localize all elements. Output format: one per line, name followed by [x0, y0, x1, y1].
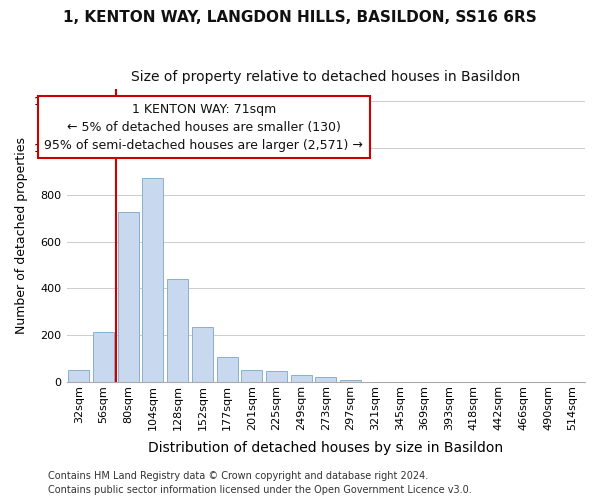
Title: Size of property relative to detached houses in Basildon: Size of property relative to detached ho… [131, 70, 520, 84]
Bar [167, 279, 188, 382]
Text: 1, KENTON WAY, LANGDON HILLS, BASILDON, SS16 6RS: 1, KENTON WAY, LANGDON HILLS, BASILDON, … [63, 10, 537, 25]
Bar [192, 327, 213, 382]
Bar [290, 375, 311, 382]
Bar [266, 372, 287, 382]
Y-axis label: Number of detached properties: Number of detached properties [15, 137, 28, 334]
X-axis label: Distribution of detached houses by size in Basildon: Distribution of detached houses by size … [148, 441, 503, 455]
Bar [68, 370, 89, 382]
Bar [118, 212, 139, 382]
Bar [340, 380, 361, 382]
Text: 1 KENTON WAY: 71sqm
← 5% of detached houses are smaller (130)
95% of semi-detach: 1 KENTON WAY: 71sqm ← 5% of detached hou… [44, 102, 364, 152]
Bar [142, 178, 163, 382]
Bar [217, 356, 238, 382]
Bar [241, 370, 262, 382]
Bar [315, 378, 336, 382]
Text: Contains HM Land Registry data © Crown copyright and database right 2024.
Contai: Contains HM Land Registry data © Crown c… [48, 471, 472, 495]
Bar [93, 332, 114, 382]
